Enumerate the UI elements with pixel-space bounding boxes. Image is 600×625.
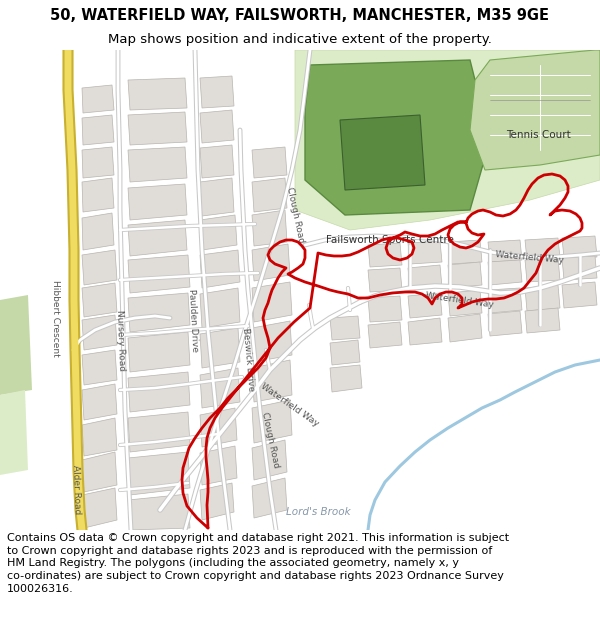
Polygon shape [368, 243, 402, 267]
Polygon shape [330, 340, 360, 365]
Polygon shape [200, 368, 240, 408]
Polygon shape [252, 244, 290, 281]
Polygon shape [128, 332, 190, 372]
Text: Tennis Court: Tennis Court [506, 130, 571, 140]
Polygon shape [82, 213, 114, 250]
Polygon shape [200, 250, 240, 288]
Text: Waterfield Way: Waterfield Way [259, 382, 320, 428]
Polygon shape [0, 390, 28, 475]
Polygon shape [200, 145, 234, 178]
Text: Clough Road: Clough Road [260, 411, 280, 469]
Polygon shape [408, 265, 442, 290]
Text: Nursery Road: Nursery Road [115, 309, 127, 371]
Polygon shape [200, 446, 237, 485]
Polygon shape [488, 240, 522, 262]
Polygon shape [82, 85, 114, 113]
Polygon shape [82, 115, 114, 145]
Polygon shape [408, 293, 442, 318]
Polygon shape [252, 360, 292, 402]
Polygon shape [252, 282, 292, 322]
Polygon shape [128, 255, 190, 293]
Polygon shape [448, 290, 482, 316]
Polygon shape [128, 293, 190, 332]
Polygon shape [82, 452, 117, 492]
Polygon shape [128, 412, 190, 452]
Polygon shape [200, 483, 234, 520]
Polygon shape [252, 178, 287, 212]
Text: Lord's Brook: Lord's Brook [286, 507, 350, 517]
Polygon shape [128, 494, 190, 530]
Polygon shape [82, 315, 117, 350]
Text: 50, WATERFIELD WAY, FAILSWORTH, MANCHESTER, M35 9GE: 50, WATERFIELD WAY, FAILSWORTH, MANCHEST… [50, 8, 550, 22]
Polygon shape [128, 372, 190, 412]
Polygon shape [470, 50, 600, 170]
Text: Beswick Drive: Beswick Drive [241, 328, 255, 392]
Text: Alder Road: Alder Road [71, 465, 82, 515]
Text: Contains OS data © Crown copyright and database right 2021. This information is : Contains OS data © Crown copyright and d… [7, 533, 509, 594]
Polygon shape [200, 408, 237, 447]
Text: Waterfield Way: Waterfield Way [496, 251, 565, 266]
Polygon shape [128, 147, 187, 182]
Polygon shape [330, 316, 360, 340]
Polygon shape [340, 115, 425, 190]
Polygon shape [295, 50, 600, 230]
Polygon shape [252, 321, 292, 362]
Polygon shape [82, 147, 114, 178]
Polygon shape [408, 318, 442, 345]
Polygon shape [448, 314, 482, 342]
Polygon shape [330, 365, 362, 392]
Polygon shape [562, 256, 597, 280]
Polygon shape [448, 262, 482, 288]
Polygon shape [525, 308, 560, 333]
Polygon shape [252, 210, 287, 246]
Polygon shape [488, 311, 522, 336]
Polygon shape [82, 178, 114, 212]
Polygon shape [305, 60, 490, 215]
Polygon shape [368, 296, 402, 322]
Polygon shape [252, 147, 287, 178]
Polygon shape [525, 258, 560, 282]
Polygon shape [128, 184, 187, 220]
Text: Hibbert Crescent: Hibbert Crescent [50, 279, 59, 356]
Text: Map shows position and indicative extent of the property.: Map shows position and indicative extent… [108, 32, 492, 46]
Polygon shape [200, 76, 234, 108]
Text: Failsworth Sports Centre: Failsworth Sports Centre [326, 235, 454, 245]
Polygon shape [525, 238, 560, 260]
Polygon shape [128, 220, 187, 256]
Polygon shape [200, 288, 240, 328]
Polygon shape [252, 478, 287, 518]
Polygon shape [0, 295, 32, 395]
Polygon shape [128, 78, 187, 110]
Polygon shape [408, 241, 442, 264]
Polygon shape [562, 236, 597, 258]
Polygon shape [128, 112, 187, 145]
Text: Waterfield Way: Waterfield Way [425, 291, 494, 309]
Polygon shape [82, 250, 117, 285]
Polygon shape [488, 288, 522, 313]
Polygon shape [252, 440, 287, 480]
Polygon shape [82, 488, 117, 528]
Polygon shape [488, 260, 522, 285]
Polygon shape [252, 400, 292, 443]
Polygon shape [200, 328, 240, 368]
Polygon shape [448, 240, 482, 264]
Polygon shape [82, 283, 117, 317]
Polygon shape [82, 418, 117, 456]
Polygon shape [525, 285, 560, 311]
Polygon shape [200, 215, 237, 250]
Polygon shape [82, 350, 117, 385]
Polygon shape [562, 282, 597, 308]
Polygon shape [368, 268, 402, 292]
Text: Clough Road: Clough Road [284, 186, 305, 244]
Polygon shape [200, 110, 234, 143]
Text: Paulden Drive: Paulden Drive [187, 288, 199, 352]
Polygon shape [82, 384, 117, 420]
Polygon shape [128, 452, 190, 495]
Polygon shape [200, 178, 234, 216]
Polygon shape [368, 322, 402, 348]
